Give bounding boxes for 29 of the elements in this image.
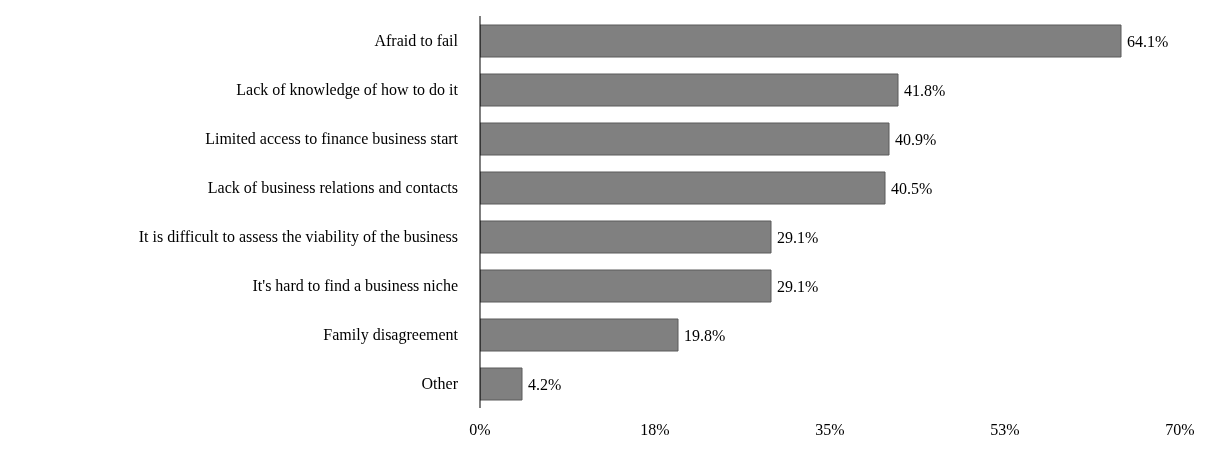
y-tick-label: Afraid to fail [374,32,459,50]
x-tick-label: 0% [469,421,491,439]
y-tick-label: Lack of business relations and contacts [207,179,458,197]
bar [480,220,772,254]
data-label: 40.5% [891,179,933,197]
data-label: 40.9% [895,130,937,148]
bar [480,122,890,156]
x-tick-label: 70% [1165,421,1195,439]
data-label: 41.8% [904,81,946,99]
data-label: 64.1% [1127,32,1169,50]
bar [480,318,679,352]
y-tick-label: Family disagreement [323,326,459,345]
y-tick-label: Other [421,375,459,393]
bar [480,367,523,401]
x-tick-label: 53% [990,421,1020,439]
bar [480,73,899,107]
data-label: 29.1% [777,228,819,246]
y-tick-label: Lack of knowledge of how to do it [236,81,459,100]
data-label: 29.1% [777,277,819,295]
y-tick-label: It is difficult to assess the viability of the business [138,228,458,247]
y-tick-label: Limited access to finance business start [205,130,459,148]
x-tick-label: 18% [640,421,670,439]
x-tick-label: 35% [815,421,845,439]
bar [480,24,1122,58]
data-label: 19.8% [684,326,726,344]
bar [480,171,886,205]
bar [480,269,772,303]
y-tick-label: It's hard to find a business niche [252,277,458,295]
data-label: 4.2% [528,375,562,393]
